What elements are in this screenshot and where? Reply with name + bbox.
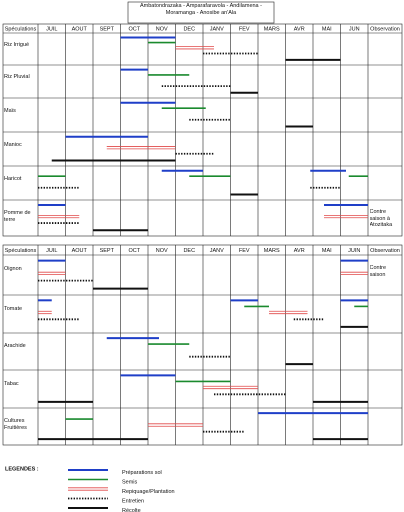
crop-label-wrap: Riz Pluvial: [4, 74, 30, 81]
observation: Contre saison à Atozitaka: [369, 209, 393, 228]
crop-label: Riz Irrigué: [4, 41, 30, 48]
column-header: OCT: [128, 26, 140, 32]
column-header: FEV: [239, 248, 250, 254]
observation: Contre saison: [369, 265, 387, 278]
column-header: DEC: [183, 26, 195, 32]
crop-label-wrap: Cultures Fruitières: [4, 418, 27, 431]
column-header: SEPT: [100, 26, 115, 32]
column-header: MAI: [322, 26, 332, 32]
crop-label-wrap: Pomme de terre: [4, 210, 31, 223]
observation-wrap: Contre saison à Atozitaka: [369, 209, 393, 228]
crop-label: Tabac: [4, 380, 19, 387]
crop-label: Maïs: [4, 107, 16, 114]
column-header: Observation: [370, 248, 400, 254]
column-header: FEV: [239, 26, 250, 32]
title-box: [127, 1, 275, 24]
column-header: Spéculations: [5, 26, 37, 32]
crop-label-wrap: Maïs: [4, 107, 16, 114]
crop-label: Tomate: [4, 305, 23, 312]
crop-label: Manioc: [4, 141, 22, 148]
column-header: MARS: [264, 26, 280, 32]
crop-label-wrap: Oignon: [4, 266, 22, 273]
legend-label: Repiquage/Plantation: [122, 489, 175, 495]
legend-label: Entretien: [122, 498, 144, 504]
column-header: JUIN: [348, 248, 360, 254]
crop-label: Haricot: [4, 175, 22, 182]
title: Ambatondrazaka - Amparafaravola - Andila…: [140, 3, 262, 16]
column-header: AOUT: [72, 248, 88, 254]
table-border: [2, 23, 403, 237]
legend-label: Récolte: [122, 508, 141, 512]
column-header: JUIL: [46, 248, 57, 254]
crop-label: Riz Pluvial: [4, 74, 30, 81]
column-header: JUN: [349, 26, 360, 32]
column-header: DEC: [183, 248, 195, 254]
column-header: JANV: [210, 248, 224, 254]
column-header: MAI: [322, 248, 332, 254]
crop-label: Arachide: [4, 343, 26, 350]
column-header: OCT: [128, 248, 140, 254]
legend-title: LEGENDES :: [5, 466, 39, 472]
title-wrap: Ambatondrazaka - Amparafaravola - Andila…: [140, 3, 262, 16]
column-header: Spéculations: [5, 248, 37, 254]
column-header: NOV: [156, 248, 168, 254]
legend-label: Préparations sol: [122, 470, 162, 476]
crop-label-wrap: Tomate: [4, 305, 23, 312]
column-header: NOV: [156, 26, 168, 32]
column-header: AVR: [294, 26, 305, 32]
column-header: JANV: [210, 26, 224, 32]
column-header: Observation: [370, 26, 400, 32]
column-header: AVR: [294, 248, 305, 254]
crop-label-wrap: Tabac: [4, 380, 19, 387]
column-header: MARS: [264, 248, 280, 254]
crop-label-wrap: Arachide: [4, 343, 26, 350]
crop-label: Oignon: [4, 266, 22, 273]
column-header: SEPT: [100, 248, 115, 254]
column-header: JUIL: [46, 26, 57, 32]
observation-wrap: Contre saison: [369, 265, 387, 278]
crop-label: Cultures Fruitières: [4, 418, 27, 431]
table-border: [2, 244, 403, 446]
legend-label: Semis: [122, 479, 138, 485]
crop-label-wrap: Manioc: [4, 141, 22, 148]
crop-label-wrap: Haricot: [4, 175, 22, 182]
column-header: AOUT: [72, 26, 88, 32]
crop-label-wrap: Riz Irrigué: [4, 41, 30, 48]
crop-label: Pomme de terre: [4, 210, 31, 223]
